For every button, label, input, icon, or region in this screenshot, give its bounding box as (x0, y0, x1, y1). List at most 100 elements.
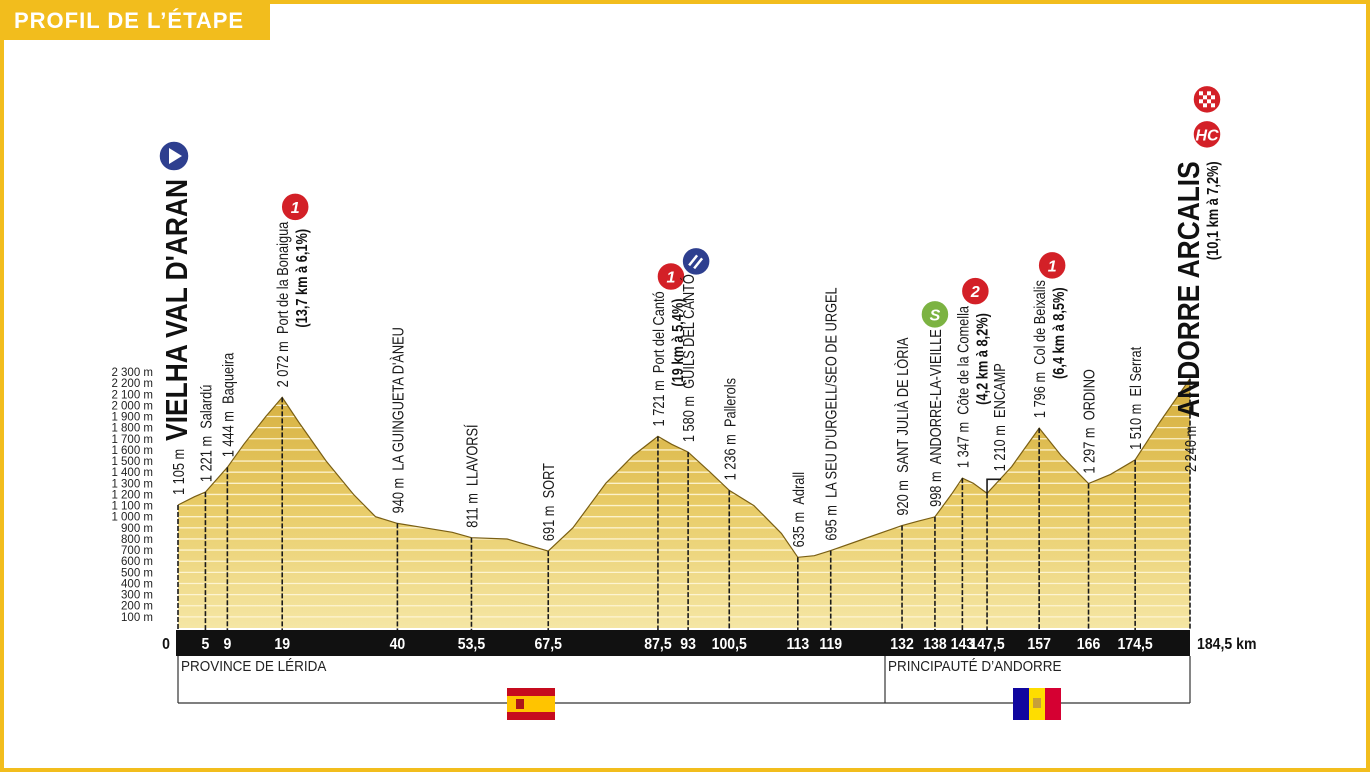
km-bar (176, 630, 1190, 656)
waypoint-name: ANDORRE-LA-VIEILLE (928, 329, 946, 464)
region-label: PROVINCE DE LÉRIDA (181, 657, 327, 675)
category-badge (280, 192, 310, 222)
header-tab (0, 0, 270, 40)
y-tick-label: 1 100 m (111, 501, 153, 513)
finish-check (1203, 103, 1207, 108)
waypoint-label: 1 210 m ENCAMP (992, 363, 1010, 471)
flag-stripe (1045, 688, 1061, 720)
x-tick-label: 113 (786, 635, 809, 653)
flag-spain (507, 688, 555, 720)
x-tick-label: 40 (390, 635, 406, 653)
waypoint-name: Côte de la Comella (955, 305, 973, 415)
y-tick-label: 1 500 m (111, 456, 153, 468)
waypoint-name: SANT JULIÀ DE LÒRIA (894, 337, 913, 473)
waypoint-elevation: 1 347 m (955, 422, 973, 468)
waypoint-label: 1 721 m Port del Cantó (651, 291, 669, 426)
y-tick-label: 1 900 m (111, 412, 153, 424)
waypoint-label: 691 m SORT (541, 463, 559, 541)
x-tick-label: 93 (680, 635, 696, 653)
category-label: S (930, 307, 941, 324)
y-tick-label: 100 m (121, 612, 153, 624)
stage-place: ANDORRE ARCALIS (1172, 161, 1206, 417)
waypoint-elevation: 695 m (823, 505, 841, 541)
finish-check (1199, 99, 1203, 104)
y-tick-label: 2 300 m (111, 367, 153, 379)
waypoint-name: SORT (541, 463, 559, 498)
waypoint-elevation: 940 m (390, 478, 408, 514)
waypoint-label: 998 m ANDORRE-LA-VIEILLE (928, 329, 946, 507)
finish-check (1207, 91, 1211, 96)
waypoint-name: LLAVORSÍ (463, 424, 482, 486)
category-label: 1 (291, 200, 300, 217)
climb-detail: (19 km à 5,4%) (670, 298, 688, 386)
waypoint-name: GUILS DEL CANTÓ (680, 274, 699, 389)
x-tick-label: 166 (1077, 635, 1100, 653)
flag-emblem (516, 699, 524, 709)
waypoint-elevation: 1 444 m (220, 411, 238, 457)
x-tick-label: 132 (890, 635, 913, 653)
waypoint-name: Salardú (198, 385, 216, 429)
y-tick-label: 500 m (121, 567, 153, 579)
finish-check (1207, 99, 1211, 104)
y-tick-label: 700 m (121, 545, 153, 557)
waypoint-name: Adrall (791, 472, 809, 505)
y-tick-label: 1 400 m (111, 467, 153, 479)
waypoint-elevation: 1 510 m (1128, 404, 1146, 450)
climb-detail: (10,1 km à 7,2%) (1205, 161, 1223, 260)
flag-andorra (1013, 688, 1061, 720)
x-tick-label: 184,5 km (1197, 635, 1256, 653)
finish-check (1211, 95, 1215, 100)
waypoint-elevation: 1 297 m (1081, 427, 1099, 473)
chart-title: PROFIL DE L’ÉTAPE (14, 8, 244, 33)
y-tick-label: 300 m (121, 590, 153, 602)
waypoint-name: ORDINO (1081, 369, 1099, 420)
waypoint-label: 695 m LA SEU D'URGELL/SEO DE URGEL (823, 287, 841, 540)
x-tick-label: 147,5 (969, 635, 1004, 653)
waypoint-name: ENCAMP (992, 363, 1010, 418)
x-tick-label: 0 (162, 635, 170, 653)
y-tick-label: 1 800 m (111, 423, 153, 435)
waypoint-name: Baqueira (220, 352, 238, 404)
waypoint-label: 940 m LA GUINGUETA D'ÀNEU (389, 327, 408, 513)
profile-area (178, 378, 1190, 628)
waypoint-name: Pallerols (722, 378, 740, 427)
category-label: 1 (1048, 258, 1057, 275)
waypoint-label: 1 347 m Côte de la Comella (955, 305, 973, 468)
category-label: HC (1195, 127, 1219, 144)
climb-detail: (6,4 km à 8,5%) (1051, 287, 1069, 379)
finish-check (1203, 95, 1207, 100)
x-tick-label: 119 (819, 635, 842, 653)
x-tick-label: 9 (223, 635, 231, 653)
waypoint-label: 1 796 m Col de Beixalis (1032, 280, 1050, 418)
y-tick-label: 900 m (121, 523, 153, 535)
y-tick-label: 200 m (121, 601, 153, 613)
x-tick-label: 100,5 (712, 635, 747, 653)
x-tick-label: 143 (951, 635, 974, 653)
waypoint-elevation: 811 m (464, 493, 482, 528)
sprint-slashes (688, 254, 704, 270)
flag-stripe (1013, 688, 1029, 720)
waypoint-elevation: 1 236 m (722, 434, 740, 480)
waypoint-elevation: 1 721 m (651, 380, 669, 426)
waypoint-name: El Serrat (1128, 347, 1146, 397)
y-tick-label: 1 600 m (111, 445, 153, 457)
finish-check (1211, 103, 1215, 108)
waypoint-label: 635 m Adrall (791, 472, 809, 547)
category-label: 1 (666, 270, 675, 287)
y-tick-label: 2 000 m (111, 400, 153, 412)
waypoint-elevation: 920 m (895, 480, 913, 516)
waypoint-label: 1 221 m Salardú (198, 385, 216, 482)
x-tick-label: 67,5 (535, 635, 562, 653)
category-badge (656, 261, 686, 292)
category-label: 2 (970, 284, 980, 301)
waypoint-elevation: 1 105 m (171, 449, 189, 495)
waypoint-label: 811 m LLAVORSÍ (463, 424, 482, 527)
waypoint-elevation: 1 210 m (992, 425, 1010, 471)
waypoint-label: 1 236 m Pallerols (722, 378, 740, 480)
waypoint-label: 1 580 m GUILS DEL CANTÓ (680, 274, 699, 442)
waypoint-label: 1 444 m Baqueira (220, 352, 238, 457)
marker-elbow (986, 478, 1002, 494)
x-tick-label: 174,5 (1118, 635, 1153, 653)
waypoint-name: Col de Beixalis (1032, 280, 1050, 365)
